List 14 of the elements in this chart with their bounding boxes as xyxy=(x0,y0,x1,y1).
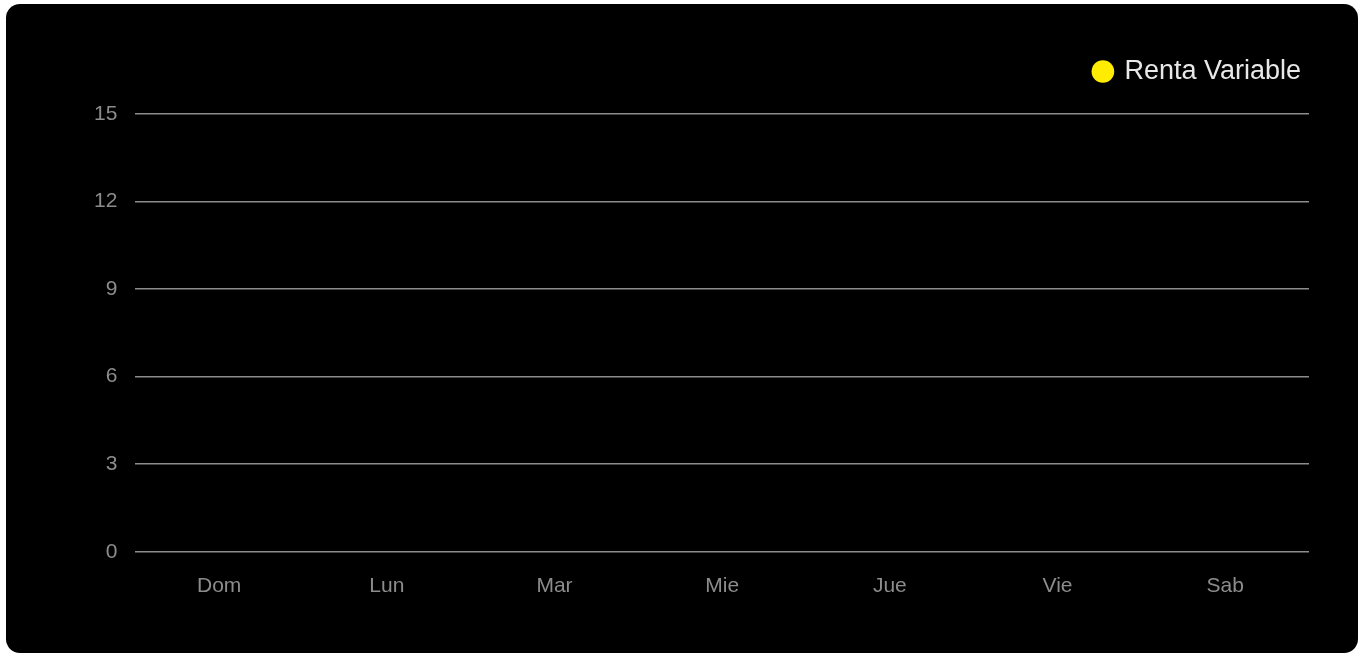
y-tick-label: 6 xyxy=(105,363,118,387)
x-tick-label: Mar xyxy=(536,573,573,597)
legend-label: Renta Variable xyxy=(1124,54,1301,85)
x-tick-label: Sab xyxy=(1206,573,1244,597)
y-tick-label: 15 xyxy=(94,100,118,124)
y-tick-label: 0 xyxy=(105,538,118,562)
y-tick-label: 12 xyxy=(94,188,118,212)
y-tick-label: 9 xyxy=(105,275,118,299)
x-tick-label: Dom xyxy=(197,573,242,597)
x-tick-label: Vie xyxy=(1042,573,1073,597)
x-tick-label: Lun xyxy=(369,573,405,597)
x-tick-label: Jue xyxy=(872,573,907,597)
y-tick-label: 3 xyxy=(105,451,118,475)
x-tick-label: Mie xyxy=(705,573,740,597)
